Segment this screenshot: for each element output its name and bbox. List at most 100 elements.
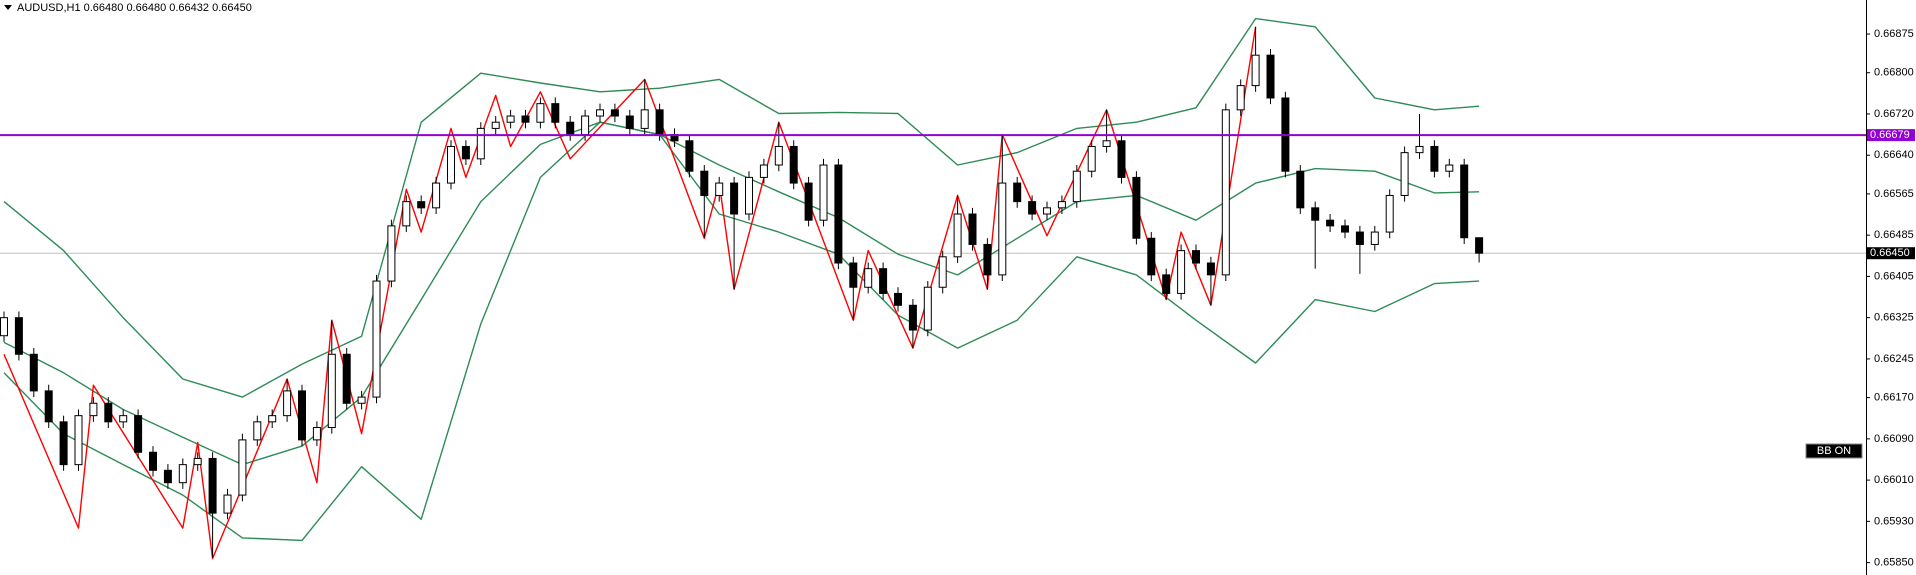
y-tick-label: 0.66640: [1874, 149, 1914, 161]
candle-body: [908, 304, 917, 331]
candle-body: [1132, 176, 1141, 239]
candle-body: [1311, 207, 1320, 221]
candle-body: [551, 103, 560, 123]
candle-body: [223, 494, 232, 514]
candle-body: [402, 201, 411, 227]
candle-body: [1430, 145, 1439, 172]
candle-body: [417, 201, 426, 209]
candle-body: [29, 353, 38, 392]
candle-body: [640, 109, 649, 129]
candle-body: [1445, 164, 1454, 172]
candle-body: [685, 140, 694, 172]
candle-body: [1415, 145, 1424, 154]
candle-body: [119, 415, 128, 423]
candle-body: [1326, 219, 1335, 227]
candle-body: [1355, 231, 1364, 245]
candle-body: [774, 145, 783, 166]
candle-body: [163, 469, 172, 484]
candle-body: [491, 121, 500, 129]
candle-body: [968, 213, 977, 245]
candle-body: [1147, 237, 1156, 276]
candle-body: [1102, 140, 1111, 147]
candle-body: [447, 145, 455, 184]
candle-body: [104, 402, 113, 423]
y-tick-label: 0.66090: [1874, 433, 1914, 445]
candle-body: [387, 225, 396, 282]
candle-body: [834, 164, 843, 264]
candle-body: [938, 256, 947, 288]
candle-body: [1043, 207, 1051, 215]
y-tick-label: 0.66170: [1874, 392, 1914, 404]
candle-body: [283, 390, 292, 417]
y-tick-label: 0.66720: [1874, 108, 1914, 120]
symbol-menu-arrow[interactable]: [4, 5, 12, 10]
candle-body: [89, 402, 98, 417]
candle-body: [610, 109, 619, 117]
candle-body: [1236, 85, 1245, 111]
candle-body: [581, 115, 590, 136]
candle-body: [372, 280, 381, 398]
chart-title: AUDUSD,H1 0.66480 0.66480 0.66432 0.6645…: [17, 2, 252, 14]
candle-body: [1177, 250, 1186, 294]
candle-body: [432, 182, 441, 209]
candle-body: [1370, 231, 1379, 245]
candle-body: [1385, 194, 1394, 233]
candle-body: [1266, 54, 1275, 99]
candle-body: [923, 286, 932, 331]
candle-body: [1192, 250, 1200, 264]
candle-body: [849, 262, 858, 288]
indicator-line: [3, 17, 1480, 398]
candle-body: [1251, 54, 1260, 87]
candle-body: [1162, 274, 1171, 294]
candle-body: [715, 182, 724, 196]
candle-body: [476, 127, 485, 160]
candle-body: [804, 182, 813, 221]
candle-body: [1296, 170, 1305, 209]
y-tick-label: 0.66485: [1874, 229, 1914, 241]
candle-body: [193, 457, 202, 466]
candle-body: [461, 145, 470, 160]
candle-body: [506, 115, 515, 123]
candle-body: [268, 415, 277, 423]
candle-body: [1221, 109, 1230, 276]
candle-body: [312, 427, 321, 441]
candle-body: [74, 415, 83, 466]
candle-body: [536, 103, 545, 123]
y-tick-label: 0.66405: [1874, 270, 1914, 282]
candle-body: [1028, 201, 1037, 215]
y-tick-label: 0.66875: [1874, 28, 1914, 40]
candle-body: [655, 109, 664, 136]
candle-body: [298, 390, 306, 441]
candle-body: [178, 464, 187, 484]
y-tick-label: 0.66245: [1874, 353, 1914, 365]
candle-body: [521, 115, 530, 123]
y-tick-label: 0.65850: [1874, 557, 1914, 569]
candle-body: [596, 109, 604, 117]
candle-body: [14, 317, 23, 355]
candle-body: [44, 390, 53, 423]
candle-body: [208, 457, 217, 514]
indicator-line: [3, 121, 1480, 542]
candle-body: [1117, 140, 1126, 178]
candle-body: [134, 415, 143, 453]
candle-body: [1013, 182, 1022, 203]
candle-body: [1057, 201, 1066, 209]
candle-body: [238, 439, 247, 496]
candle-body: [1460, 164, 1469, 239]
candle-body: [759, 164, 768, 178]
candle-body: [1475, 237, 1484, 254]
candle-body: [566, 121, 575, 136]
current-price-box: [1867, 247, 1915, 260]
candle-body: [0, 317, 8, 337]
candle-body: [1341, 225, 1349, 233]
candle-body: [149, 451, 157, 471]
y-tick-label: 0.66325: [1874, 312, 1914, 324]
y-tick-label: 0.66800: [1874, 67, 1914, 79]
candle-body: [730, 182, 739, 215]
indicator-line: [3, 26, 1257, 560]
y-tick-label: 0.66010: [1874, 474, 1914, 486]
candle-body: [953, 213, 962, 258]
candle-body: [1206, 262, 1215, 276]
